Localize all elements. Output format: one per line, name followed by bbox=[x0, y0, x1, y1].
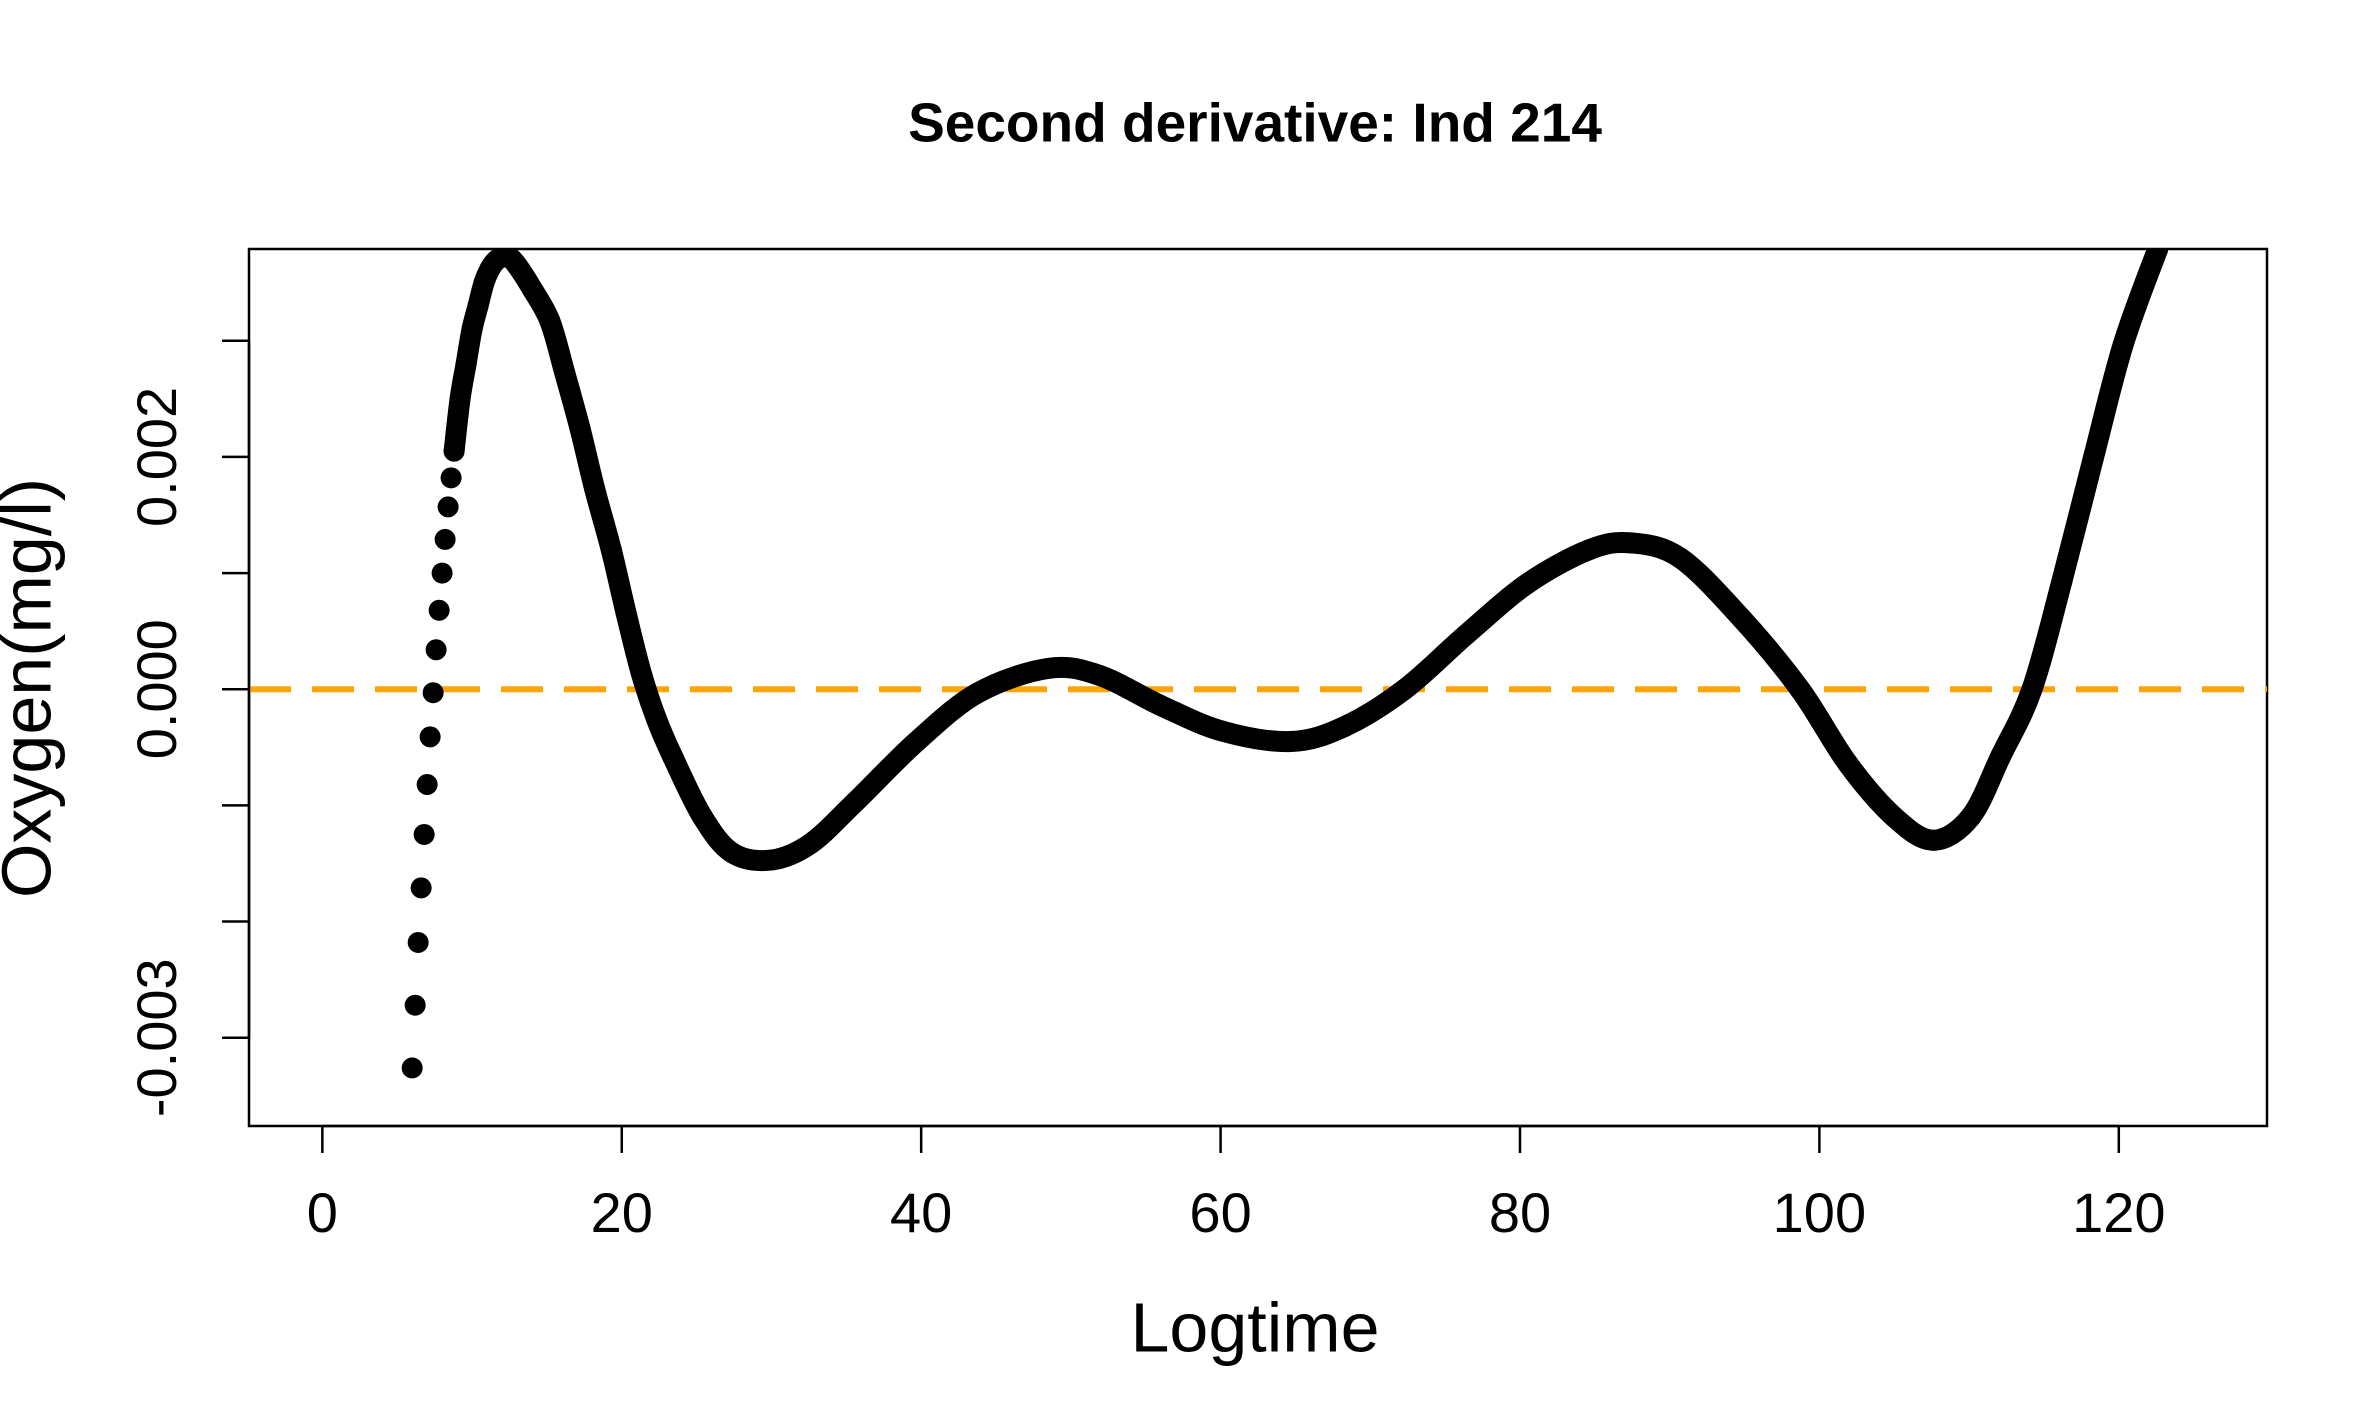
point bbox=[1516, 573, 1538, 595]
point bbox=[413, 823, 435, 845]
point bbox=[844, 791, 866, 813]
point bbox=[1394, 678, 1416, 700]
point bbox=[1960, 806, 1982, 828]
dense-points bbox=[443, 249, 2169, 872]
y-tick-label: 0.002 bbox=[125, 387, 188, 527]
point bbox=[799, 833, 821, 855]
point bbox=[1088, 664, 1110, 686]
x-tick-label: 60 bbox=[1189, 1181, 1251, 1244]
x-tick-label: 0 bbox=[307, 1181, 338, 1244]
point bbox=[615, 603, 637, 625]
point bbox=[1578, 539, 1600, 561]
point bbox=[401, 1057, 423, 1079]
point bbox=[569, 417, 591, 439]
x-tick-label: 40 bbox=[890, 1181, 952, 1244]
point bbox=[404, 994, 426, 1016]
chart-title: Second derivative: Ind 214 bbox=[908, 92, 1602, 154]
point bbox=[1150, 695, 1172, 717]
point bbox=[521, 277, 543, 299]
point bbox=[455, 353, 477, 375]
point bbox=[416, 773, 438, 795]
point bbox=[2021, 678, 2043, 700]
y-tick-label: 0.000 bbox=[125, 619, 188, 759]
point bbox=[1883, 806, 1905, 828]
point bbox=[419, 726, 441, 748]
point bbox=[1669, 547, 1691, 569]
point bbox=[1211, 720, 1233, 742]
point bbox=[434, 528, 456, 550]
point bbox=[600, 539, 622, 561]
point bbox=[1789, 678, 1811, 700]
point bbox=[630, 662, 652, 684]
point bbox=[443, 440, 465, 462]
point bbox=[645, 707, 667, 729]
point bbox=[428, 599, 450, 621]
point bbox=[410, 877, 432, 899]
point bbox=[967, 682, 989, 704]
point bbox=[692, 806, 714, 828]
point bbox=[431, 562, 453, 584]
point bbox=[1037, 657, 1059, 679]
point bbox=[760, 849, 782, 871]
point bbox=[1990, 746, 2012, 768]
point bbox=[539, 310, 561, 332]
point bbox=[467, 295, 489, 317]
point bbox=[1280, 731, 1302, 753]
point bbox=[2147, 249, 2169, 260]
point bbox=[449, 388, 471, 410]
point bbox=[440, 467, 462, 489]
point bbox=[422, 682, 444, 704]
point bbox=[1837, 753, 1859, 775]
y-tick-label: -0.003 bbox=[125, 958, 188, 1117]
point bbox=[1731, 607, 1753, 629]
y-axis-label: Oxygen(mg/l) bbox=[0, 478, 65, 898]
point bbox=[2112, 333, 2134, 355]
point bbox=[554, 362, 576, 384]
x-tick-label: 20 bbox=[591, 1181, 653, 1244]
point bbox=[437, 496, 459, 518]
point bbox=[2051, 570, 2073, 592]
point bbox=[722, 842, 744, 864]
point bbox=[1455, 624, 1477, 646]
point bbox=[662, 746, 684, 768]
point bbox=[1620, 532, 1642, 554]
x-tick-label: 80 bbox=[1489, 1181, 1551, 1244]
plot-area bbox=[249, 249, 2267, 1079]
x-axis-label: Logtime bbox=[1130, 1288, 1379, 1366]
point bbox=[584, 478, 606, 500]
point bbox=[407, 931, 429, 953]
x-tick-label: 120 bbox=[2072, 1181, 2165, 1244]
point bbox=[1334, 715, 1356, 737]
point bbox=[425, 639, 447, 661]
point bbox=[1922, 829, 1944, 851]
point bbox=[906, 731, 928, 753]
x-tick-label: 100 bbox=[1773, 1181, 1866, 1244]
point bbox=[461, 318, 483, 340]
point bbox=[2082, 447, 2104, 469]
point bbox=[506, 254, 528, 276]
